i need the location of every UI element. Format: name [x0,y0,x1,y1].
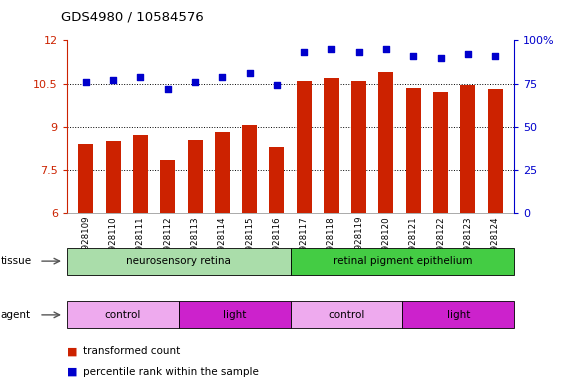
Bar [290,301,403,328]
Point [408,53,418,59]
Text: retinal pigment epithelium: retinal pigment epithelium [332,256,472,266]
Point [245,70,254,76]
Text: GDS4980 / 10584576: GDS4980 / 10584576 [61,11,204,24]
Point [109,77,118,83]
Bar [179,301,290,328]
Text: percentile rank within the sample: percentile rank within the sample [83,367,259,377]
Bar [270,147,284,213]
Text: control: control [105,310,141,320]
Bar [67,301,179,328]
Text: light: light [447,310,470,320]
Bar [324,78,339,213]
Bar [133,136,148,213]
Bar [403,301,514,328]
Bar [78,144,94,213]
Text: transformed count: transformed count [83,346,180,356]
Bar [215,132,230,213]
Point [490,53,500,59]
Text: neurosensory retina: neurosensory retina [126,256,231,266]
Point [163,86,173,92]
Bar [351,81,366,213]
Text: agent: agent [1,310,31,320]
Text: tissue: tissue [1,256,32,266]
Bar [460,85,475,213]
Text: control: control [328,310,365,320]
Bar [487,89,503,213]
Point [191,79,200,85]
Bar [406,88,421,213]
Bar [160,160,175,213]
Bar [106,141,121,213]
Point [327,46,336,52]
Point [354,50,363,56]
Text: light: light [223,310,246,320]
Point [81,79,91,85]
Text: ■: ■ [67,367,77,377]
Point [136,73,145,79]
Point [381,46,390,52]
Text: ■: ■ [67,346,77,356]
Point [436,55,445,61]
Bar [67,248,290,275]
Point [299,50,309,56]
Point [218,73,227,79]
Bar [290,248,514,275]
Point [272,82,282,88]
Bar [297,81,311,213]
Bar [433,92,448,213]
Bar [242,125,257,213]
Bar [188,140,203,213]
Bar [378,72,393,213]
Point [463,51,472,57]
